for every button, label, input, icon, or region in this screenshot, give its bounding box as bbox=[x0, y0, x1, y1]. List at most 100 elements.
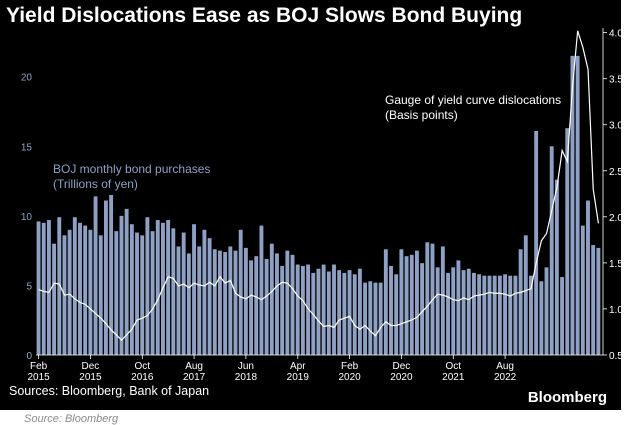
right-tick-label: 2.0 bbox=[609, 213, 621, 224]
bloomberg-logo: Bloomberg bbox=[527, 389, 607, 406]
bar bbox=[513, 275, 518, 355]
bar bbox=[529, 275, 533, 355]
bar bbox=[466, 268, 471, 355]
x-tick-year: 2020 bbox=[338, 372, 361, 383]
bar bbox=[549, 146, 554, 355]
bar-series bbox=[36, 55, 601, 355]
right-tick-label: 0.5 bbox=[609, 351, 621, 362]
bar bbox=[93, 196, 98, 355]
bar bbox=[57, 217, 62, 355]
x-tick-month: Oct bbox=[446, 361, 462, 372]
line-series bbox=[38, 30, 600, 342]
bar-series-label-2: (Trillions of yen) bbox=[53, 177, 138, 191]
x-tick-year: 2015 bbox=[79, 372, 102, 383]
bar bbox=[171, 228, 176, 355]
bar bbox=[560, 277, 565, 355]
bar bbox=[124, 208, 129, 355]
bar bbox=[456, 260, 461, 355]
bar bbox=[337, 270, 342, 355]
line-series-label-1: Gauge of yield curve dislocations bbox=[385, 93, 561, 107]
bar bbox=[357, 268, 362, 355]
bar bbox=[166, 220, 171, 355]
bar bbox=[368, 281, 373, 355]
bar bbox=[591, 245, 596, 355]
right-tick-label: 1.5 bbox=[609, 259, 621, 270]
bar bbox=[181, 232, 186, 355]
x-tick-year: 2021 bbox=[442, 372, 465, 383]
bar bbox=[78, 222, 82, 355]
bar bbox=[243, 247, 248, 355]
bar bbox=[394, 274, 399, 355]
chart-panel: Yield Dislocations Ease as BOJ Slows Bon… bbox=[0, 0, 621, 410]
bar bbox=[409, 254, 414, 355]
bar bbox=[155, 220, 160, 355]
bar-series-label-1: BOJ monthly bond purchases bbox=[53, 162, 210, 176]
left-tick-label: 15 bbox=[21, 142, 33, 153]
bar bbox=[119, 215, 124, 355]
bar bbox=[238, 229, 243, 355]
bar bbox=[197, 246, 202, 355]
bar bbox=[259, 225, 264, 355]
x-tick-month: Aug bbox=[496, 361, 514, 372]
bar bbox=[389, 265, 393, 355]
x-tick-year: 2019 bbox=[287, 372, 310, 383]
bar bbox=[332, 264, 336, 355]
left-tick-label: 10 bbox=[21, 212, 33, 223]
bar bbox=[264, 258, 269, 355]
x-tick-month: Feb bbox=[30, 361, 48, 372]
bar bbox=[544, 267, 549, 355]
bar bbox=[67, 229, 72, 355]
bar bbox=[72, 217, 77, 355]
x-tick-month: Dec bbox=[82, 361, 100, 372]
x-tick-month: Dec bbox=[393, 361, 411, 372]
bar bbox=[565, 128, 570, 355]
left-tick-label: 20 bbox=[21, 73, 33, 84]
bar bbox=[109, 194, 114, 355]
bar bbox=[218, 250, 222, 355]
bar bbox=[135, 232, 139, 355]
bar bbox=[290, 254, 295, 355]
bar bbox=[46, 220, 51, 355]
bar bbox=[539, 281, 544, 355]
bar bbox=[280, 265, 285, 355]
line-series-label-2: (Basis points) bbox=[385, 108, 458, 122]
right-tick-label: 2.5 bbox=[609, 167, 621, 178]
right-tick-label: 1.0 bbox=[609, 305, 621, 316]
bar bbox=[586, 200, 590, 355]
right-tick-label: 3.5 bbox=[609, 75, 621, 86]
bar bbox=[508, 275, 513, 355]
bar bbox=[363, 282, 368, 355]
x-tick-year: 2015 bbox=[27, 372, 50, 383]
bar bbox=[98, 235, 103, 355]
x-tick-year: 2016 bbox=[131, 372, 154, 383]
right-axis: 0.5 1.0 1.5 2.0 2.5 3.0 3.5 4.0 bbox=[602, 28, 621, 362]
bar bbox=[477, 274, 482, 355]
bar bbox=[233, 250, 238, 355]
bar bbox=[580, 225, 585, 355]
x-tick-month: Oct bbox=[135, 361, 151, 372]
bar bbox=[300, 265, 305, 355]
x-tick-year: 2017 bbox=[183, 372, 206, 383]
bar bbox=[223, 252, 228, 355]
bar bbox=[373, 282, 378, 355]
bar bbox=[352, 274, 357, 355]
bar bbox=[186, 253, 191, 355]
bar bbox=[114, 231, 119, 355]
bar bbox=[321, 264, 326, 355]
x-tick-month: Apr bbox=[290, 361, 306, 372]
bar bbox=[316, 268, 321, 355]
bar bbox=[202, 229, 207, 355]
bar bbox=[378, 282, 383, 355]
bar bbox=[399, 249, 404, 355]
bar bbox=[275, 253, 279, 355]
bar bbox=[140, 235, 145, 355]
x-tick-year: 2018 bbox=[235, 372, 258, 383]
bar bbox=[440, 246, 445, 355]
bar bbox=[83, 225, 88, 355]
bar bbox=[150, 231, 155, 355]
right-tick-label: 4.0 bbox=[609, 29, 621, 40]
bar bbox=[269, 243, 274, 355]
x-tick-month: Aug bbox=[185, 361, 203, 372]
bar bbox=[103, 200, 108, 355]
